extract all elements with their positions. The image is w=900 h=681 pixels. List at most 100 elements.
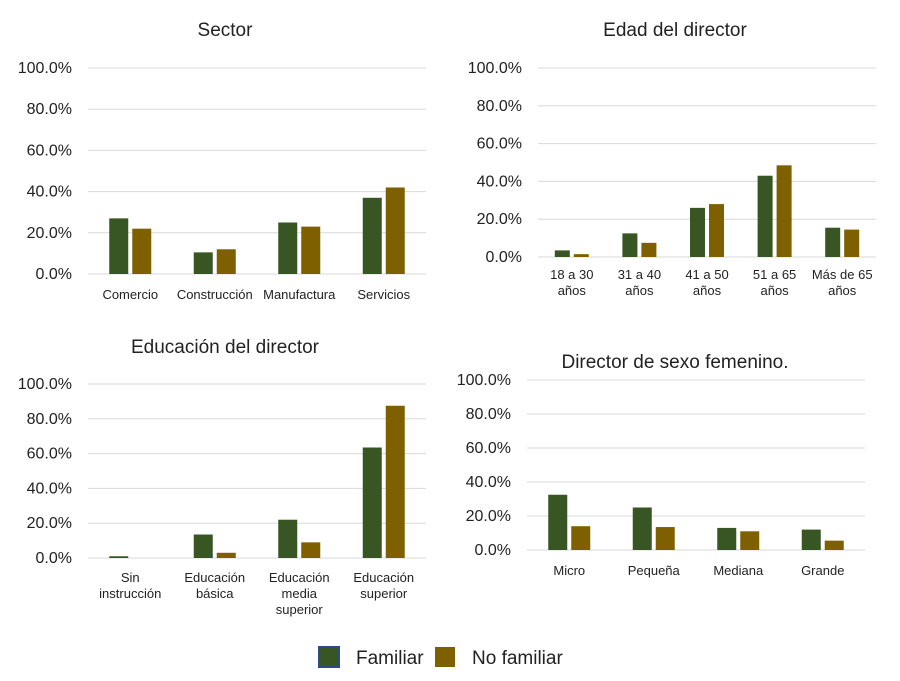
x-tick-label-line: Manufactura xyxy=(263,287,336,302)
bar-no-familiar xyxy=(709,204,724,257)
x-tick-label-line: años xyxy=(828,283,857,298)
x-tick-label-line: instrucción xyxy=(99,586,161,601)
y-tick-label: 100.0% xyxy=(468,60,522,77)
x-tick-label: Servicios xyxy=(357,287,410,302)
chart-panel-sector: Sector 0.0% 20.0% 40.0% 60.0% 80.0% 100.0% Come… xyxy=(18,20,426,302)
x-tick-label: Sin instrucción xyxy=(99,570,161,601)
y-tick-label: 80.0% xyxy=(27,411,72,428)
chart-title: Edad del director xyxy=(603,20,747,41)
x-tick-label-line: Micro xyxy=(553,563,585,578)
y-tick-label: 60.0% xyxy=(477,136,522,153)
bar-no-familiar xyxy=(776,165,792,257)
bar-familiar xyxy=(548,494,568,550)
bar-no-familiar xyxy=(385,405,405,558)
x-tick-label-line: Educación xyxy=(184,570,245,585)
y-tick-label: 100.0% xyxy=(18,60,72,77)
bar-familiar xyxy=(109,556,129,558)
x-tick-label: Manufactura xyxy=(263,287,336,302)
bar-familiar xyxy=(109,218,129,274)
bar-no-familiar xyxy=(385,187,405,274)
y-tick-label: 60.0% xyxy=(27,142,72,159)
bar-no-familiar xyxy=(216,552,236,558)
x-tick-label-line: años xyxy=(558,283,587,298)
bar-no-familiar xyxy=(655,527,675,550)
x-tick-label-line: 18 a 30 xyxy=(550,267,593,282)
x-tick-label: Comercio xyxy=(102,287,158,302)
chart-title: Educación del director xyxy=(131,337,320,358)
y-tick-label: 0.0% xyxy=(486,249,522,266)
x-tick-label-line: Sin xyxy=(121,570,140,585)
x-tick-label-line: media xyxy=(282,586,318,601)
x-tick-label: Grande xyxy=(801,563,844,578)
x-tick-label-line: años xyxy=(760,283,789,298)
y-tick-label: 0.0% xyxy=(36,266,72,283)
bar-familiar xyxy=(193,534,213,558)
bar-no-familiar xyxy=(301,542,321,558)
x-tick-label-line: años xyxy=(693,283,722,298)
bar-familiar xyxy=(278,519,298,558)
bar-familiar xyxy=(362,447,382,558)
y-tick-label: 80.0% xyxy=(477,98,522,115)
y-tick-label: 100.0% xyxy=(457,372,511,389)
bar-no-familiar xyxy=(132,228,152,274)
x-tick-label-line: Grande xyxy=(801,563,844,578)
bar-familiar xyxy=(825,227,841,257)
x-tick-label-line: Construcción xyxy=(177,287,253,302)
y-tick-label: 100.0% xyxy=(18,376,72,393)
legend-label-familiar: Familiar xyxy=(356,648,424,669)
bar-no-familiar xyxy=(573,254,589,257)
x-tick-label: Mediana xyxy=(713,563,764,578)
legend-label-no-familiar: No familiar xyxy=(472,648,563,669)
bar-no-familiar xyxy=(641,242,657,257)
legend: Familiar No familiar xyxy=(318,646,563,669)
legend-swatch-familiar xyxy=(318,646,340,668)
y-tick-label: 40.0% xyxy=(27,184,72,201)
y-tick-label: 20.0% xyxy=(466,508,511,525)
y-tick-label: 80.0% xyxy=(27,101,72,118)
y-tick-label: 20.0% xyxy=(477,211,522,228)
bar-no-familiar xyxy=(571,526,591,550)
x-tick-label: Más de 65 años xyxy=(812,267,873,298)
bar-familiar xyxy=(690,207,705,257)
bar-familiar xyxy=(193,252,213,274)
bar-no-familiar xyxy=(740,531,760,550)
bar-familiar xyxy=(362,197,382,274)
x-tick-label-line: Más de 65 xyxy=(812,267,873,282)
x-tick-label: 41 a 50 años xyxy=(685,267,728,298)
y-tick-label: 40.0% xyxy=(27,480,72,497)
y-tick-label: 40.0% xyxy=(466,474,511,491)
chart-title: Sector xyxy=(198,20,254,41)
chart-title: Director de sexo femenino. xyxy=(561,352,788,373)
bar-familiar xyxy=(801,529,821,550)
chart-panel-director-sexo-femenino: Director de sexo femenino. 0.0% 20.0% 40.0%… xyxy=(457,352,865,578)
bar-no-familiar xyxy=(824,540,844,550)
x-tick-label-line: 41 a 50 xyxy=(685,267,728,282)
bar-familiar xyxy=(717,527,737,550)
y-tick-label: 80.0% xyxy=(466,406,511,423)
bar-no-familiar xyxy=(844,229,860,257)
x-tick-label-line: Educación xyxy=(269,570,330,585)
x-tick-label-line: Servicios xyxy=(357,287,410,302)
y-tick-label: 60.0% xyxy=(466,440,511,457)
x-tick-label-line: superior xyxy=(360,586,408,601)
x-tick-label: Educación básica xyxy=(184,570,245,601)
x-tick-label-line: superior xyxy=(276,602,324,617)
x-tick-label: Educación superior xyxy=(353,570,414,601)
y-tick-label: 0.0% xyxy=(475,542,511,559)
y-tick-label: 20.0% xyxy=(27,515,72,532)
x-tick-label: Educación media superior xyxy=(269,570,330,617)
bar-familiar xyxy=(622,233,638,257)
legend-swatch-no-familiar xyxy=(435,647,455,667)
x-tick-label: Pequeña xyxy=(628,563,681,578)
x-tick-label: Construcción xyxy=(177,287,253,302)
chart-panel-educacion-director: Educación del director 0.0% 20.0% 40.0% 60.0… xyxy=(18,337,426,617)
x-tick-label: 31 a 40 años xyxy=(618,267,661,298)
y-tick-label: 60.0% xyxy=(27,446,72,463)
y-tick-label: 40.0% xyxy=(477,173,522,190)
y-tick-label: 20.0% xyxy=(27,225,72,242)
x-tick-label: 18 a 30 años xyxy=(550,267,593,298)
bar-no-familiar xyxy=(301,226,321,274)
x-tick-label-line: Educación xyxy=(353,570,414,585)
bar-familiar xyxy=(632,507,652,550)
x-tick-label-line: Pequeña xyxy=(628,563,681,578)
